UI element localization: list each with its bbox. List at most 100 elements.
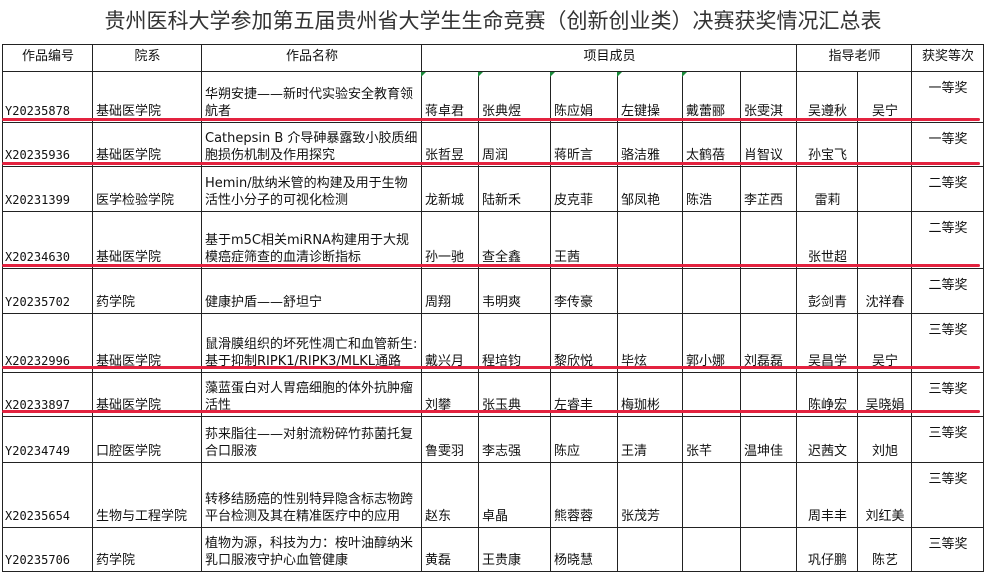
cell-award[interactable]: 二等奖	[911, 165, 984, 212]
cell-college[interactable]: 基础医学院	[92, 210, 202, 269]
cell-member[interactable]: 蒋卓君	[421, 70, 479, 123]
cell-member[interactable]: 戴蕾郦	[682, 70, 741, 123]
cell-member[interactable]	[682, 210, 741, 269]
cell-member[interactable]: 肖智议	[740, 121, 797, 167]
cell-member[interactable]	[740, 526, 797, 572]
cell-award[interactable]: 二等奖	[911, 267, 984, 314]
cell-code[interactable]: X20232996	[2, 312, 93, 373]
cell-code[interactable]: Y20235706	[2, 526, 93, 572]
cell-member[interactable]: 赵东	[421, 461, 479, 528]
cell-member[interactable]: 张茂芳	[617, 461, 683, 528]
cell-advisor[interactable]: 吴晓娟	[857, 371, 912, 417]
cell-member[interactable]	[682, 526, 741, 572]
cell-advisor[interactable]: 张世超	[796, 210, 858, 269]
cell-college[interactable]: 基础医学院	[92, 121, 202, 167]
cell-member[interactable]: 温坤佳	[740, 415, 797, 463]
cell-advisor[interactable]: 迟茜文	[796, 415, 858, 463]
cell-member[interactable]: 龙新城	[421, 165, 479, 212]
cell-code[interactable]: Y20235702	[2, 267, 93, 314]
cell-award[interactable]: 三等奖	[911, 526, 984, 572]
cell-member[interactable]: 邹凤艳	[617, 165, 683, 212]
cell-member[interactable]: 蒋昕言	[550, 121, 618, 167]
cell-member[interactable]: 周翔	[421, 267, 479, 314]
cell-code[interactable]: X20231399	[2, 165, 93, 212]
cell-member[interactable]: 熊蓉蓉	[550, 461, 618, 528]
cell-advisor[interactable]: 吴宁	[857, 70, 912, 123]
cell-member[interactable]: 鲁雯羽	[421, 415, 479, 463]
cell-award[interactable]: 三等奖	[911, 312, 984, 373]
cell-project-name[interactable]: Cathepsin B 介导砷暴露致小胶质细胞损伤机制及作用探究	[201, 121, 422, 167]
header-members[interactable]: 项目成员	[421, 43, 797, 72]
cell-advisor[interactable]	[857, 210, 912, 269]
header-college[interactable]: 院系	[92, 43, 202, 72]
cell-member[interactable]: 郭小娜	[682, 312, 741, 373]
cell-advisor[interactable]: 孙宝飞	[796, 121, 858, 167]
cell-member[interactable]	[682, 267, 741, 314]
cell-code[interactable]: X20235936	[2, 121, 93, 167]
cell-member[interactable]: 陈浩	[682, 165, 741, 212]
cell-member[interactable]: 杨晓慧	[550, 526, 618, 572]
cell-project-name[interactable]: 鼠滑膜组织的坏死性凋亡和血管新生:基于抑制RIPK1/RIPK3/MLKL通路	[201, 312, 422, 373]
cell-advisor[interactable]: 周丰丰	[796, 461, 858, 528]
cell-college[interactable]: 生物与工程学院	[92, 461, 202, 528]
cell-member[interactable]: 张典煜	[478, 70, 551, 123]
cell-member[interactable]: 张哲昱	[421, 121, 479, 167]
cell-college[interactable]: 药学院	[92, 267, 202, 314]
cell-member[interactable]	[617, 526, 683, 572]
cell-member[interactable]: 陆新禾	[478, 165, 551, 212]
cell-member[interactable]: 王清	[617, 415, 683, 463]
cell-member[interactable]: 陈应娟	[550, 70, 618, 123]
cell-member[interactable]: 黄磊	[421, 526, 479, 572]
header-code[interactable]: 作品编号	[2, 43, 93, 72]
cell-code[interactable]: X20235654	[2, 461, 93, 528]
cell-college[interactable]: 医学检验学院	[92, 165, 202, 212]
cell-award[interactable]: 一等奖	[911, 121, 984, 167]
cell-college[interactable]: 基础医学院	[92, 70, 202, 123]
cell-member[interactable]: 陈应	[550, 415, 618, 463]
header-name[interactable]: 作品名称	[201, 43, 422, 72]
cell-member[interactable]: 梅珈彬	[617, 371, 683, 417]
cell-member[interactable]: 程培钧	[478, 312, 551, 373]
cell-advisor[interactable]: 刘红美	[857, 461, 912, 528]
cell-member[interactable]: 王茜	[550, 210, 618, 269]
cell-member[interactable]: 孙一驰	[421, 210, 479, 269]
cell-member[interactable]: 黎欣悦	[550, 312, 618, 373]
cell-member[interactable]: 李芷西	[740, 165, 797, 212]
cell-advisor[interactable]: 陈峥宏	[796, 371, 858, 417]
cell-member[interactable]: 韦明爽	[478, 267, 551, 314]
cell-award[interactable]: 一等奖	[911, 70, 984, 123]
cell-member[interactable]: 李志强	[478, 415, 551, 463]
cell-member[interactable]: 刘攀	[421, 371, 479, 417]
cell-advisor[interactable]: 雷莉	[796, 165, 858, 212]
cell-member[interactable]: 皮克菲	[550, 165, 618, 212]
cell-member[interactable]: 王贵康	[478, 526, 551, 572]
header-award[interactable]: 获奖等次	[911, 43, 984, 72]
cell-project-name[interactable]: Hemin/肽纳米管的构建及用于生物活性小分子的可视化检测	[201, 165, 422, 212]
cell-award[interactable]: 三等奖	[911, 415, 984, 463]
cell-member[interactable]	[740, 461, 797, 528]
cell-college[interactable]: 基础医学院	[92, 371, 202, 417]
cell-member[interactable]	[617, 267, 683, 314]
cell-advisor[interactable]: 吴遵秋	[796, 70, 858, 123]
cell-advisor[interactable]: 陈艺	[857, 526, 912, 572]
cell-college[interactable]: 基础医学院	[92, 312, 202, 373]
cell-advisor[interactable]	[857, 121, 912, 167]
cell-project-name[interactable]: 健康护盾——舒坦宁	[201, 267, 422, 314]
cell-college[interactable]: 口腔医学院	[92, 415, 202, 463]
cell-member[interactable]	[740, 371, 797, 417]
cell-advisor[interactable]: 彭剑青	[796, 267, 858, 314]
cell-code[interactable]: Y20234749	[2, 415, 93, 463]
cell-project-name[interactable]: 华朔安捷——新时代实验安全教育领航者	[201, 70, 422, 123]
cell-code[interactable]: X20233897	[2, 371, 93, 417]
cell-college[interactable]: 药学院	[92, 526, 202, 572]
cell-member[interactable]: 太鹤蓓	[682, 121, 741, 167]
cell-member[interactable]: 张芊	[682, 415, 741, 463]
cell-advisor[interactable]: 巩仔鹏	[796, 526, 858, 572]
cell-member[interactable]: 张雯淇	[740, 70, 797, 123]
cell-member[interactable]: 骆洁雅	[617, 121, 683, 167]
cell-member[interactable]: 李传豪	[550, 267, 618, 314]
cell-project-name[interactable]: 荪来脂往——对射流粉碎竹荪菌托复合口服液	[201, 415, 422, 463]
cell-advisor[interactable]: 刘旭	[857, 415, 912, 463]
cell-award[interactable]: 二等奖	[911, 210, 984, 269]
cell-project-name[interactable]: 基于m5C相关miRNA构建用于大规模癌症筛查的血清诊断指标	[201, 210, 422, 269]
